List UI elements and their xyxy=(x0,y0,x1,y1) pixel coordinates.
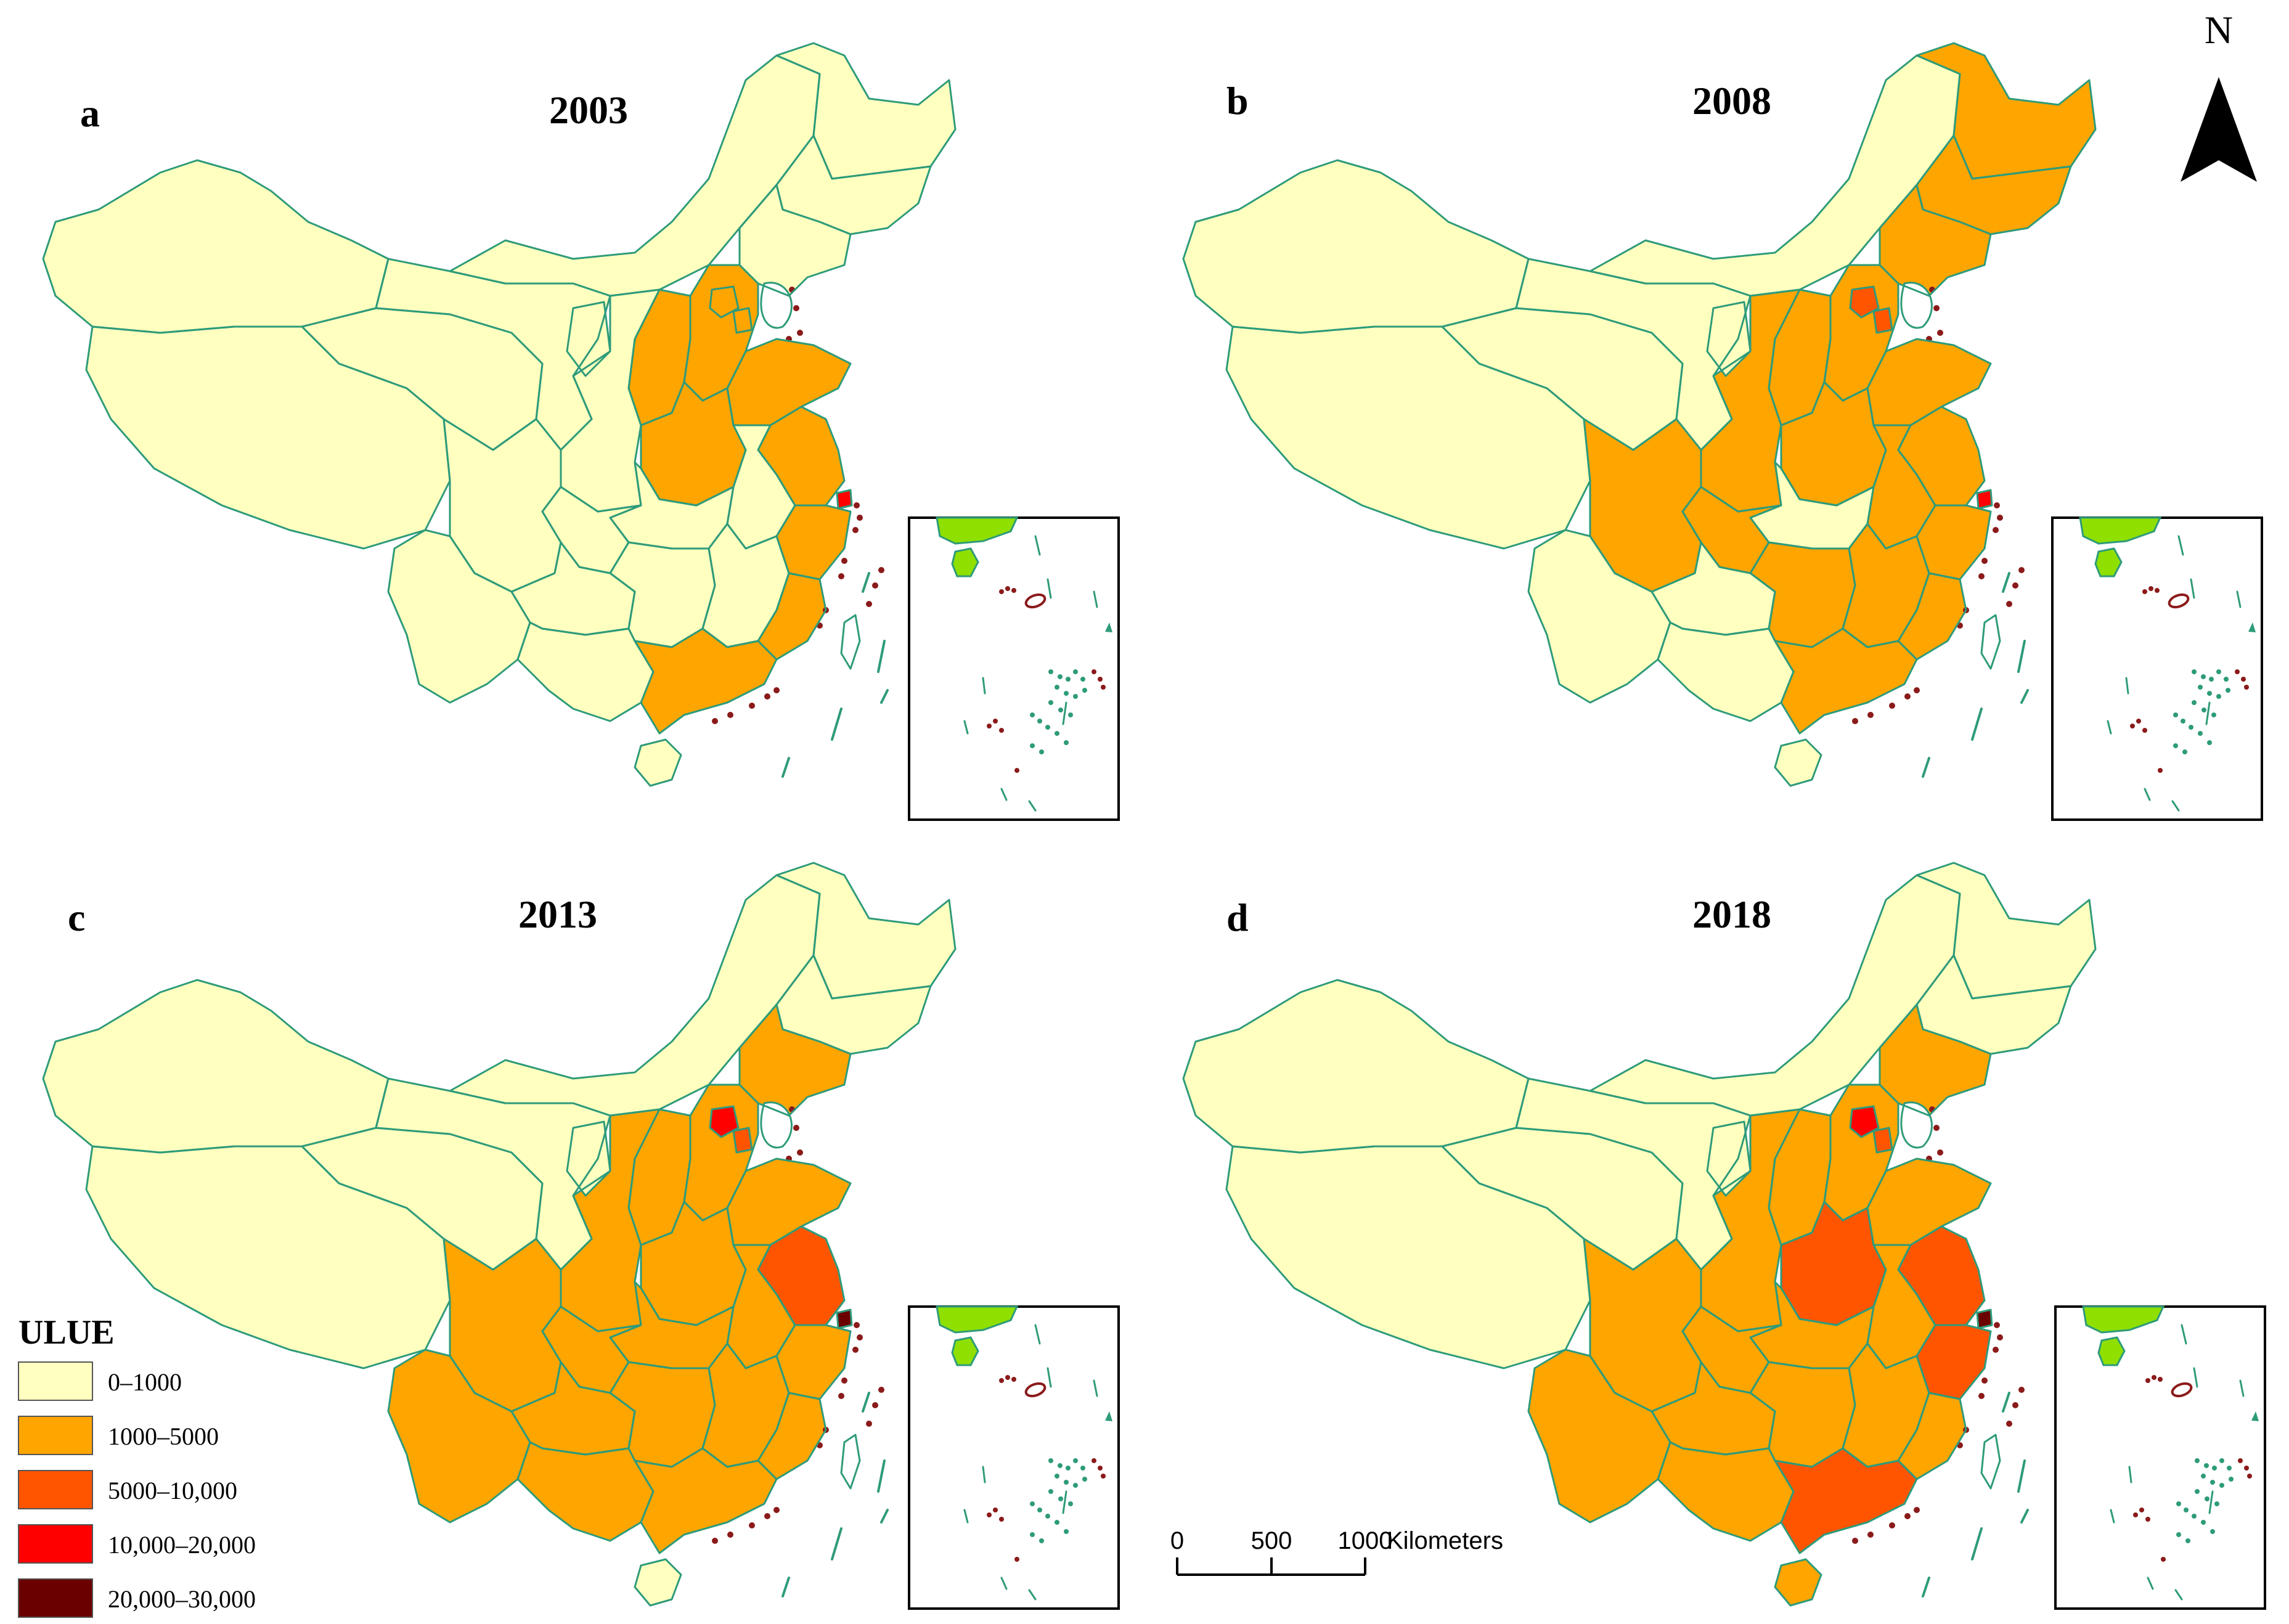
province-xinjiang xyxy=(1183,980,1528,1153)
province-xinjiang xyxy=(1183,160,1528,333)
map-panels: a 2003 xyxy=(42,42,2266,1610)
legend-title: ULUE xyxy=(18,1313,115,1352)
panel-year-c: 2013 xyxy=(518,892,597,936)
province-xinjiang xyxy=(43,980,388,1153)
legend: ULUE 0–1000 1000–5000 5000–10,000 10,000–20… xyxy=(18,1313,256,1618)
scale-bar: 0 500 1000 Kilometers xyxy=(1170,1527,1503,1576)
panel-a: a 2003 xyxy=(42,42,1120,821)
north-arrow-label: N xyxy=(2205,8,2233,52)
legend-label-4: 20,000–30,000 xyxy=(108,1585,256,1613)
panel-letter-a: a xyxy=(80,91,100,135)
panel-letter-b: b xyxy=(1226,79,1249,123)
south-china-sea-inset-b xyxy=(2051,516,2263,821)
panel-c: c 2013 xyxy=(42,862,1120,1610)
panel-b: b 2008 xyxy=(1182,42,2263,821)
maritime-boundary-lines xyxy=(781,1392,889,1597)
south-china-sea-inset-d xyxy=(2054,1305,2266,1610)
legend-label-0: 0–1000 xyxy=(108,1368,182,1396)
north-arrow: N xyxy=(2181,8,2257,182)
coastal-islands xyxy=(712,287,884,724)
legend-swatch-1 xyxy=(18,1416,93,1455)
legend-swatch-0 xyxy=(18,1361,93,1401)
panel-year-a: 2003 xyxy=(549,88,628,132)
maritime-boundary-lines xyxy=(781,572,889,778)
south-china-sea-inset-a xyxy=(908,516,1120,821)
scale-tick-1000: 1000 xyxy=(1338,1527,1393,1554)
coastal-islands xyxy=(1852,287,2025,724)
china-map-c xyxy=(42,862,957,1607)
scale-unit: Kilometers xyxy=(1387,1527,1503,1554)
panel-year-d: 2018 xyxy=(1692,892,1771,936)
north-arrow-right xyxy=(2219,77,2257,182)
china-map-b xyxy=(1182,42,2097,787)
legend-label-3: 10,000–20,000 xyxy=(108,1531,256,1559)
legend-label-1: 1000–5000 xyxy=(108,1422,219,1450)
panel-letter-c: c xyxy=(68,896,85,939)
province-hainan xyxy=(635,740,681,786)
maritime-boundary-lines xyxy=(1922,1392,2029,1597)
panel-year-b: 2008 xyxy=(1692,79,1771,123)
panel-d: d 2018 xyxy=(1182,862,2266,1610)
province-hainan xyxy=(635,1559,681,1606)
scale-tick-0: 0 xyxy=(1170,1527,1184,1554)
province-xinjiang xyxy=(43,160,388,333)
province-hainan xyxy=(1775,740,1821,786)
south-china-sea-inset-c xyxy=(908,1305,1120,1610)
legend-swatch-3 xyxy=(18,1524,93,1564)
legend-label-2: 5000–10,000 xyxy=(108,1477,237,1504)
panel-letter-d: d xyxy=(1226,896,1249,939)
scale-tick-500: 500 xyxy=(1251,1527,1292,1554)
province-hainan xyxy=(1775,1559,1821,1606)
china-map-d xyxy=(1182,862,2097,1607)
legend-swatch-4 xyxy=(18,1578,93,1618)
china-map-a xyxy=(42,42,957,787)
north-arrow-left xyxy=(2181,77,2219,182)
coastal-islands xyxy=(1852,1106,2025,1544)
legend-swatch-2 xyxy=(18,1470,93,1509)
maritime-boundary-lines xyxy=(1922,572,2029,778)
